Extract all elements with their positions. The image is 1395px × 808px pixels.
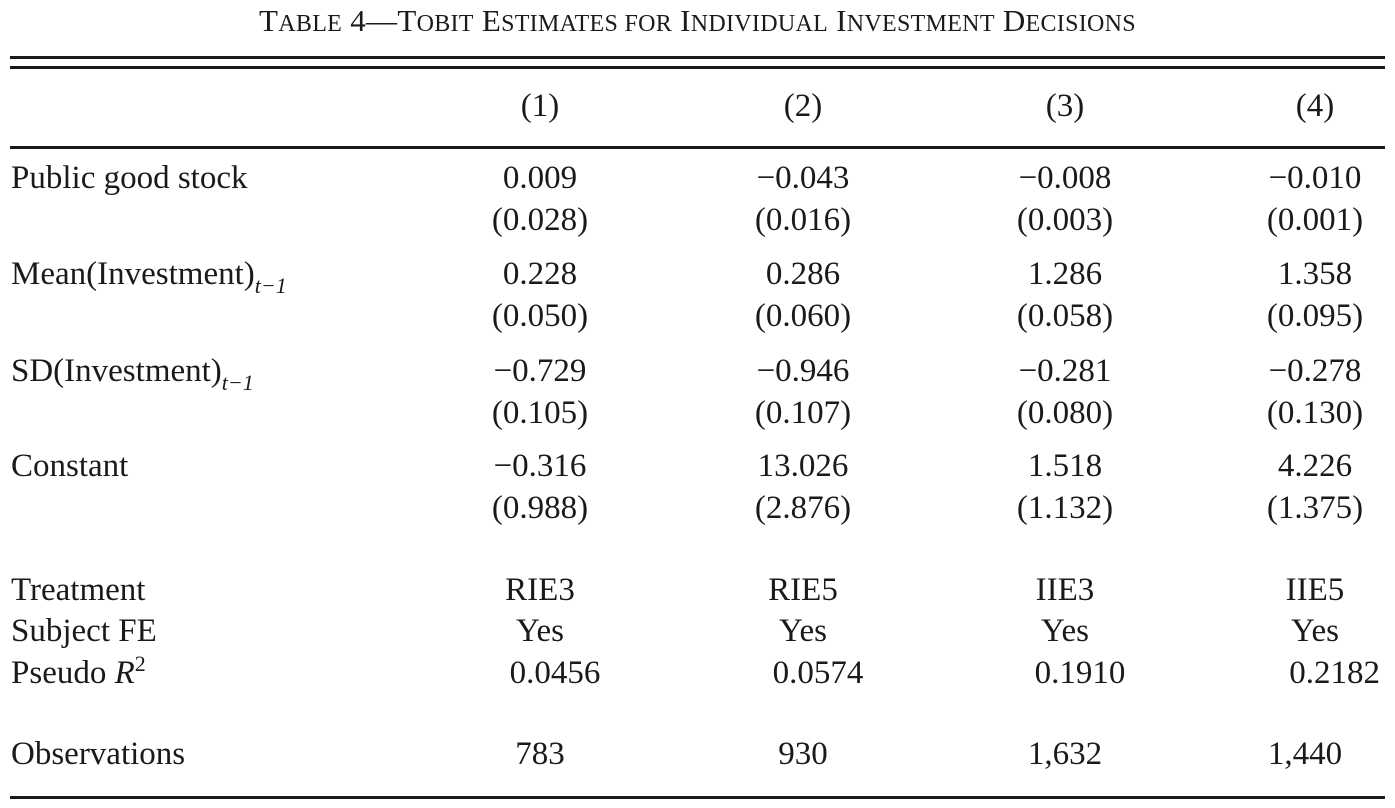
column-header-4: (4) [1295,88,1335,124]
row-label-observations: Observations [11,736,186,772]
column-header-3: (3) [1045,88,1085,124]
mean-investment-subscript: t−1 [254,273,287,298]
table-title: TABLE 4—TOBIT ESTIMATES FOR INDIVIDUAL I… [259,3,1136,38]
se-public-good-2: (0.016) [754,202,852,238]
coef-constant-3: 1.518 [1027,448,1103,484]
pseudo-r2-4: 0.2182 [1289,655,1380,691]
row-label-constant: Constant [11,448,129,484]
coef-mean-investment-4: 1.358 [1277,256,1353,292]
se-sd-investment-4: (0.130) [1266,395,1364,431]
coef-mean-investment-1: 0.228 [502,256,578,292]
bottom-rule [10,796,1385,799]
observations-4: 1,440 [1267,736,1343,772]
pseudo-r2-2: 0.0574 [772,655,864,691]
row-label-public-good-stock: Public good stock [11,160,248,196]
coef-public-good-4: −0.010 [1268,160,1362,196]
se-sd-investment-3: (0.080) [1016,395,1114,431]
coef-sd-investment-4: −0.278 [1268,353,1362,389]
se-mean-investment-2: (0.060) [754,298,852,334]
treatment-3: IIE3 [1035,572,1095,608]
se-public-good-3: (0.003) [1016,202,1114,238]
se-sd-investment-2: (0.107) [754,395,852,431]
pseudo-r2-3: 0.1910 [1034,655,1126,691]
coef-public-good-1: 0.009 [502,160,578,196]
se-sd-investment-1: (0.105) [491,395,589,431]
row-label-sd-investment: SD(Investment)t−1 [11,351,254,395]
coef-public-good-3: −0.008 [1018,160,1112,196]
subject-fe-2: Yes [778,613,828,649]
subject-fe-1: Yes [515,613,565,649]
coef-mean-investment-2: 0.286 [765,256,841,292]
se-constant-4: (1.375) [1266,490,1364,526]
observations-3: 1,632 [1027,736,1103,772]
sd-investment-label-text: SD(Investment) [11,353,222,389]
top-rule-lower [10,66,1385,69]
top-rule-upper [10,56,1385,59]
pseudo-r2-label-r: R [114,655,135,691]
se-constant-2: (2.876) [754,490,852,526]
coef-mean-investment-3: 1.286 [1027,256,1103,292]
se-mean-investment-1: (0.050) [491,298,589,334]
header-rule [10,146,1385,149]
observations-2: 930 [778,736,828,772]
row-label-treatment: Treatment [11,572,146,608]
coef-constant-1: −0.316 [493,448,587,484]
se-public-good-1: (0.028) [491,202,589,238]
row-label-pseudo-r2: Pseudo R2 [11,651,146,696]
row-label-mean-investment: Mean(Investment)t−1 [11,254,287,298]
treatment-4: IIE5 [1285,572,1345,608]
subject-fe-3: Yes [1040,613,1090,649]
row-label-subject-fe: Subject FE [11,613,157,649]
coef-sd-investment-3: −0.281 [1018,353,1112,389]
coef-public-good-2: −0.043 [756,160,850,196]
coef-constant-2: 13.026 [757,448,849,484]
column-header-2: (2) [783,88,823,124]
sd-investment-subscript: t−1 [221,370,254,395]
se-constant-3: (1.132) [1016,490,1114,526]
se-constant-1: (0.988) [491,490,589,526]
mean-investment-label-text: Mean(Investment) [11,256,255,292]
coef-sd-investment-2: −0.946 [756,353,850,389]
pseudo-r2-label-text: Pseudo [11,655,115,691]
treatment-1: RIE3 [505,572,575,608]
treatment-2: RIE5 [768,572,838,608]
subject-fe-4: Yes [1290,613,1340,649]
column-header-1: (1) [520,88,560,124]
pseudo-r2-superscript: 2 [134,651,146,676]
coef-constant-4: 4.226 [1277,448,1353,484]
se-mean-investment-4: (0.095) [1266,298,1364,334]
observations-1: 783 [515,736,565,772]
se-mean-investment-3: (0.058) [1016,298,1114,334]
pseudo-r2-1: 0.0456 [509,655,601,691]
coef-sd-investment-1: −0.729 [493,353,587,389]
se-public-good-4: (0.001) [1266,202,1364,238]
